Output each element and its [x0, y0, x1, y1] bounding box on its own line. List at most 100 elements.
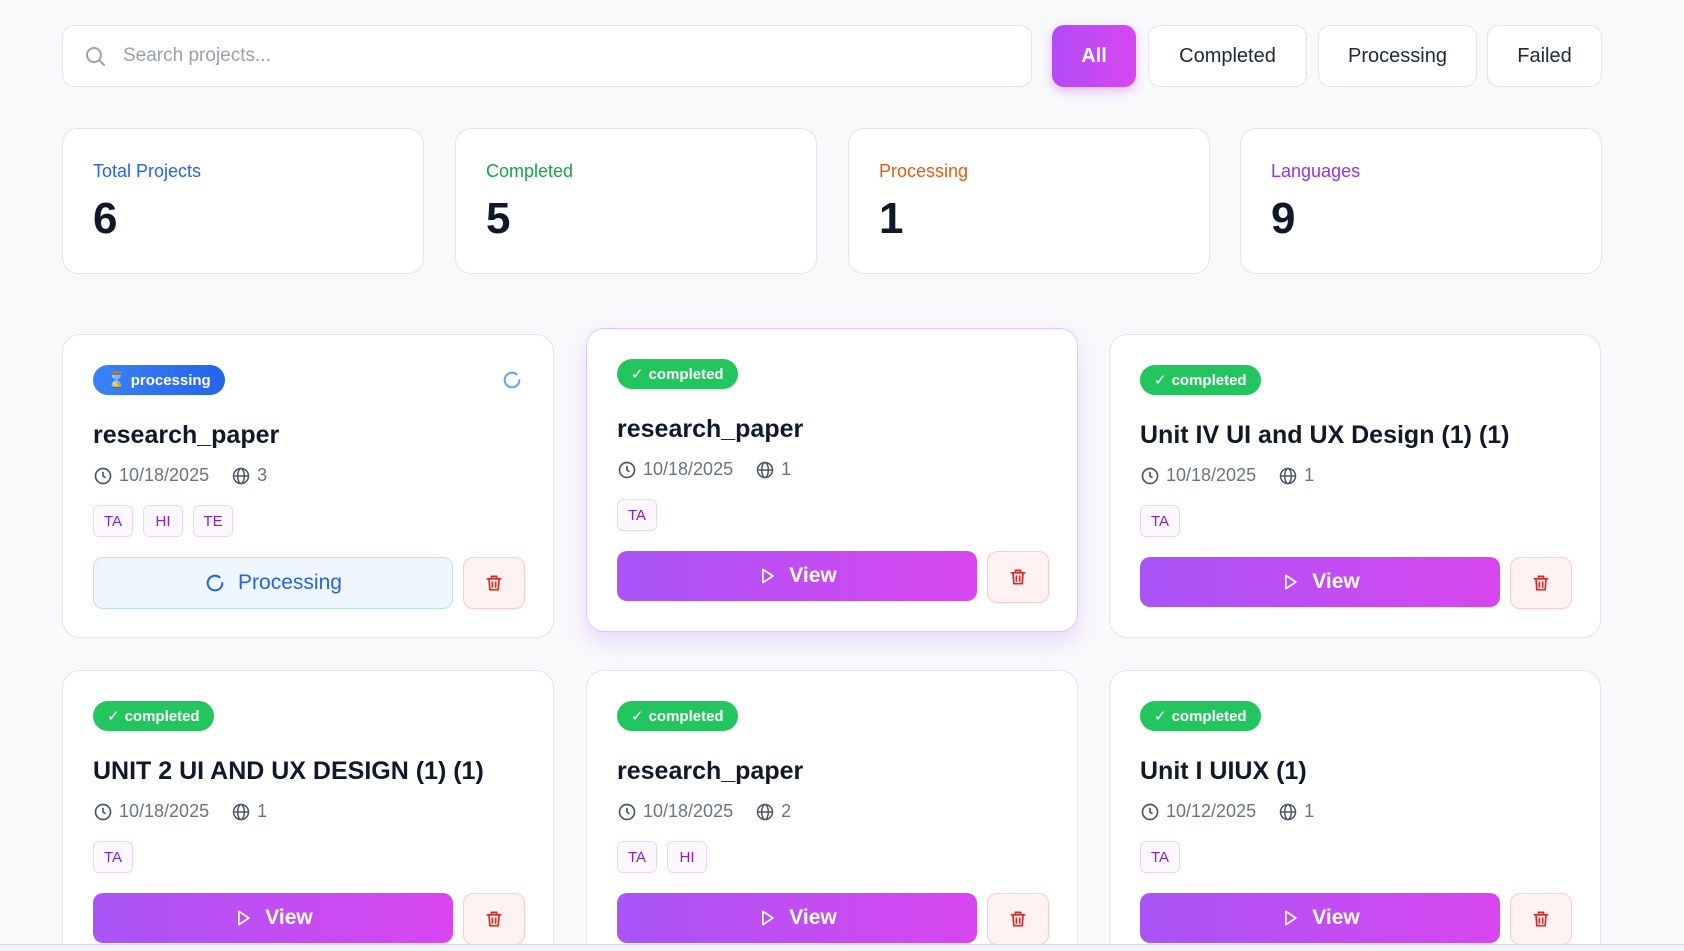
language-tags: TA HI TE: [93, 505, 233, 537]
project-card[interactable]: ✓ completed research_paper 10/18/2025 2 …: [586, 670, 1078, 951]
language-tags: TA: [617, 499, 657, 531]
trash-icon: [486, 575, 502, 591]
delete-button[interactable]: [463, 893, 525, 945]
status-badge-label: processing: [130, 371, 211, 389]
spinner-icon: [206, 574, 224, 592]
language-tag: TE: [193, 505, 233, 537]
filter-processing-button[interactable]: Processing: [1318, 25, 1477, 87]
trash-icon: [1010, 569, 1026, 585]
filter-all-button[interactable]: All: [1052, 25, 1136, 87]
play-icon: [762, 910, 774, 926]
stat-processing: Processing 1: [848, 128, 1210, 274]
play-icon: [1285, 574, 1297, 590]
stat-label: Total Projects: [93, 161, 202, 181]
status-badge: ✓ completed: [1140, 365, 1261, 395]
processing-button[interactable]: Processing: [93, 557, 453, 609]
project-title: research_paper: [617, 757, 804, 785]
project-card[interactable]: ⌛ processing research_paper 10/18/2025 3…: [62, 334, 554, 638]
project-title: research_paper: [93, 421, 280, 449]
status-badge: ✓ completed: [617, 359, 738, 389]
spinner-icon: [503, 371, 521, 389]
clock-icon: [94, 803, 112, 820]
project-meta: 10/18/2025 3: [93, 465, 267, 486]
view-button[interactable]: View: [1140, 893, 1500, 943]
view-button[interactable]: View: [617, 551, 977, 601]
view-button[interactable]: View: [93, 893, 453, 943]
globe-icon: [232, 467, 250, 484]
language-tag: TA: [1140, 505, 1180, 537]
language-tag: TA: [1140, 841, 1180, 873]
filter-failed-button[interactable]: Failed: [1487, 25, 1602, 87]
view-button-label: View: [1312, 906, 1360, 929]
language-tags: TA: [93, 841, 133, 873]
language-tags: TA HI: [617, 841, 707, 873]
delete-button[interactable]: [1510, 557, 1572, 609]
trash-icon: [486, 911, 502, 927]
language-count: 1: [755, 459, 791, 480]
clock-icon: [1141, 803, 1159, 820]
clock-icon: [94, 467, 112, 484]
stat-value: 5: [486, 194, 511, 243]
language-count: 1: [1278, 801, 1314, 822]
stat-value: 6: [93, 194, 118, 243]
language-tag: TA: [617, 841, 657, 873]
delete-button[interactable]: [463, 557, 525, 609]
language-tags: TA: [1140, 505, 1180, 537]
project-title: UNIT 2 UI AND UX DESIGN (1) (1): [93, 757, 484, 785]
language-tag: TA: [617, 499, 657, 531]
delete-button[interactable]: [1510, 893, 1572, 945]
language-count-value: 1: [1304, 465, 1315, 485]
language-tag: HI: [667, 841, 707, 873]
view-button-label: View: [789, 906, 837, 929]
project-meta: 10/12/2025 1: [1140, 801, 1314, 822]
trash-icon: [1533, 911, 1549, 927]
check-icon: ✓: [631, 708, 644, 725]
stat-label: Processing: [879, 161, 969, 181]
project-title: Unit IV UI and UX Design (1) (1): [1140, 421, 1510, 449]
project-date: 10/18/2025: [643, 459, 734, 479]
project-date: 10/18/2025: [643, 801, 734, 821]
project-card[interactable]: ✓ completed Unit IV UI and UX Design (1)…: [1109, 334, 1601, 638]
stat-total-projects: Total Projects 6: [62, 128, 424, 274]
project-meta: 10/18/2025 1: [93, 801, 267, 822]
project-title: Unit I UIUX (1): [1140, 757, 1307, 785]
status-badge-label: completed: [1171, 371, 1247, 389]
project-title: research_paper: [617, 415, 804, 443]
delete-button[interactable]: [987, 551, 1049, 603]
view-button-label: View: [789, 564, 837, 587]
filter-completed-button[interactable]: Completed: [1148, 25, 1307, 87]
clock-icon: [618, 803, 636, 820]
view-button[interactable]: View: [617, 893, 977, 943]
view-button-label: View: [265, 906, 313, 929]
project-date: 10/18/2025: [119, 465, 210, 485]
status-badge: ✓ completed: [1140, 701, 1261, 731]
stat-label: Languages: [1271, 161, 1361, 181]
trash-icon: [1010, 911, 1026, 927]
play-icon: [762, 568, 774, 584]
stat-value: 9: [1271, 194, 1296, 243]
language-count-value: 1: [1304, 801, 1315, 821]
globe-icon: [756, 803, 774, 820]
project-card[interactable]: ✓ completed Unit I UIUX (1) 10/12/2025 1…: [1109, 670, 1601, 951]
language-count-value: 2: [781, 801, 792, 821]
project-meta: 10/18/2025 2: [617, 801, 791, 822]
language-count: 3: [231, 465, 267, 486]
view-button-label: View: [1312, 570, 1360, 593]
search-input[interactable]: [123, 45, 983, 67]
language-tag: HI: [143, 505, 183, 537]
check-icon: ✓: [107, 708, 120, 725]
status-badge-label: completed: [648, 707, 724, 725]
project-card[interactable]: ✓ completed research_paper 10/18/2025 1 …: [586, 328, 1078, 632]
status-badge-label: completed: [124, 707, 200, 725]
project-card[interactable]: ✓ completed UNIT 2 UI AND UX DESIGN (1) …: [62, 670, 554, 951]
language-count-value: 3: [257, 465, 268, 485]
language-count: 2: [755, 801, 791, 822]
search-box[interactable]: [62, 25, 1032, 87]
horizontal-scrollbar[interactable]: [0, 944, 1684, 951]
project-date: 10/12/2025: [1166, 801, 1257, 821]
language-tag: TA: [93, 505, 133, 537]
view-button[interactable]: View: [1140, 557, 1500, 607]
stat-languages: Languages 9: [1240, 128, 1602, 274]
language-count: 1: [231, 801, 267, 822]
delete-button[interactable]: [987, 893, 1049, 945]
